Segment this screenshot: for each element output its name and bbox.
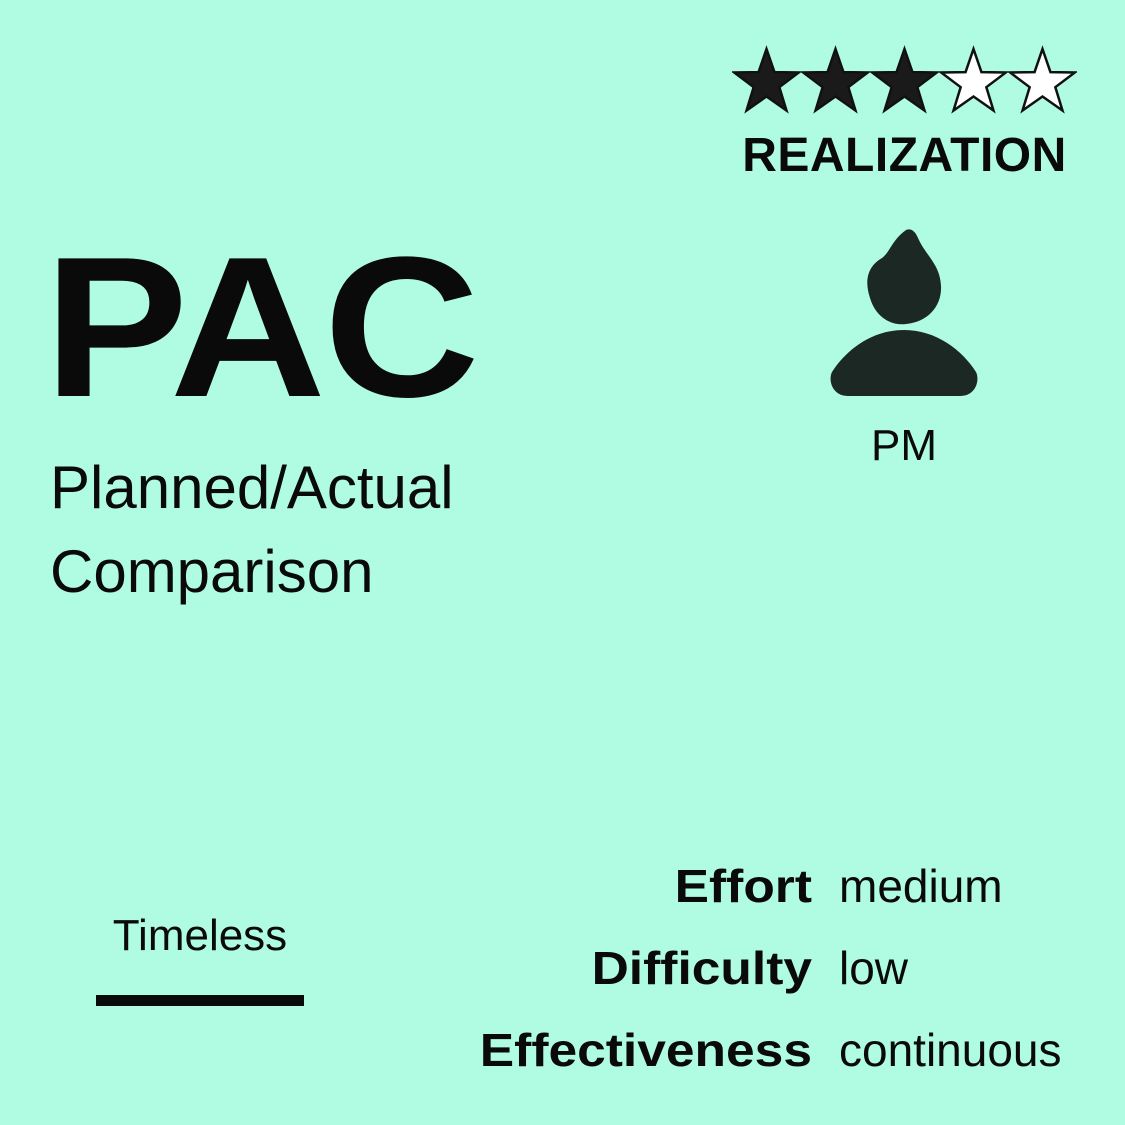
attribute-row-difficulty: Difficulty low: [440, 938, 1100, 1020]
method-subtitle: Planned/Actual Comparison: [50, 446, 454, 614]
attribute-key: Effort: [674, 860, 812, 912]
attribute-row-effectiveness: Effectiveness continuous: [440, 1020, 1100, 1102]
star-icon: [801, 44, 870, 120]
star-rating: [732, 44, 1077, 120]
attribute-value: low: [839, 942, 909, 994]
attribute-value: continuous: [839, 1024, 1062, 1076]
method-title: PAC: [44, 216, 480, 439]
star-icon: [870, 44, 939, 120]
timeline-underline: [96, 995, 304, 1006]
attribute-row-effort: Effort medium: [440, 856, 1100, 938]
star-icon: [732, 44, 801, 120]
timeline-label: Timeless: [112, 911, 288, 960]
attribute-value: medium: [839, 860, 1003, 912]
subtitle-line: Comparison: [50, 538, 374, 605]
person-icon: [826, 226, 982, 396]
star-icon: [939, 44, 1008, 120]
attribute-key: Difficulty: [591, 942, 812, 994]
role-label: PM: [871, 421, 937, 470]
star-icon: [1008, 44, 1077, 120]
attribute-table: Effort medium Difficulty low Effectivene…: [440, 856, 1100, 1102]
subtitle-line: Planned/Actual: [50, 454, 454, 521]
attribute-key: Effectiveness: [479, 1024, 812, 1076]
category-label: REALIZATION: [742, 129, 1067, 182]
